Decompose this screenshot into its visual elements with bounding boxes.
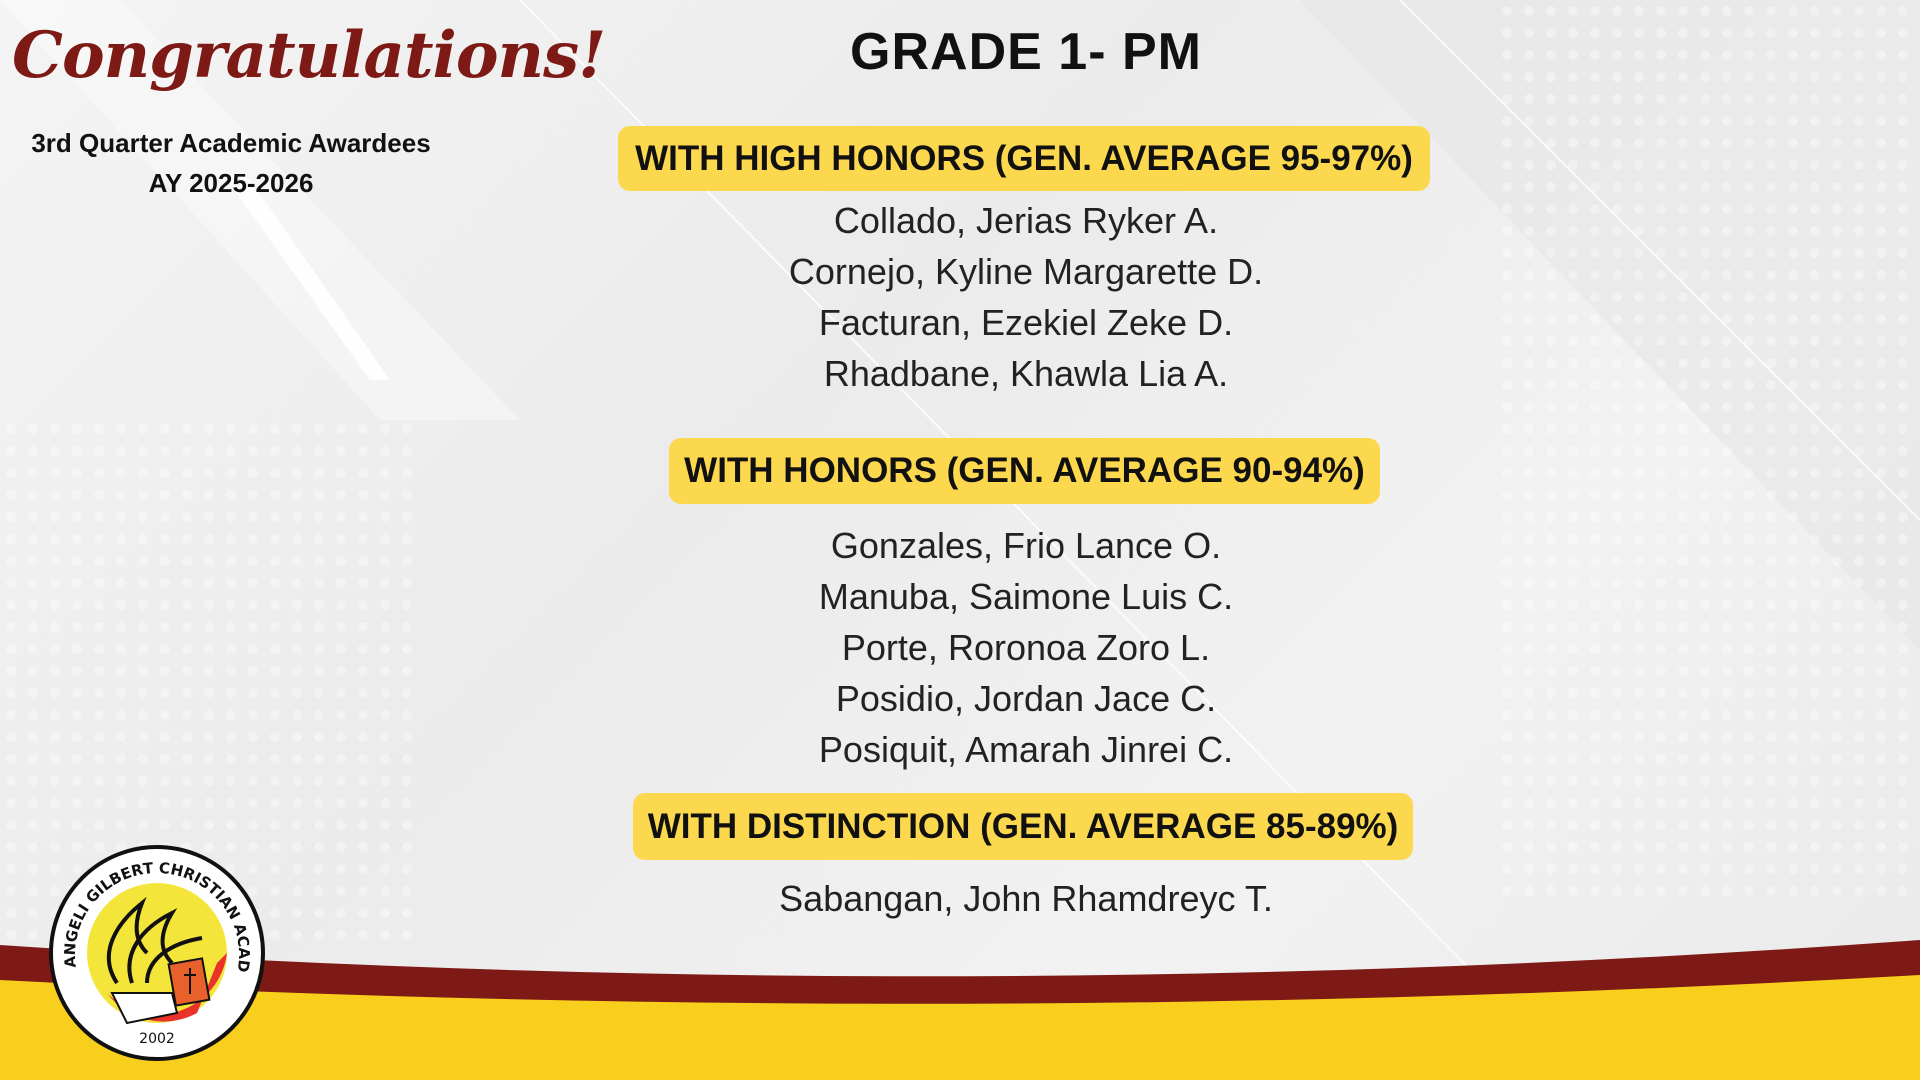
list-item: Collado, Jerias Ryker A. [833, 200, 1219, 241]
list-item: Posiquit, Amarah Jinrei C. [818, 729, 1234, 770]
list-item: Sabangan, John Rhamdreyc T. [779, 878, 1273, 919]
list-item: Posidio, Jordan Jace C. [835, 678, 1217, 719]
section-honors-label: WITH HONORS (GEN. AVERAGE 90-94%) [669, 438, 1380, 504]
list-item: Gonzales, Frio Lance O. [830, 525, 1222, 566]
list-item: Cornejo, Kyline Margarette D. [788, 251, 1264, 292]
list-item: Porte, Roronoa Zoro L. [841, 627, 1211, 668]
list-item: Facturan, Ezekiel Zeke D. [818, 302, 1234, 343]
page-title: GRADE 1- PM [850, 23, 1202, 81]
logo-year: 2002 [139, 1031, 175, 1047]
academic-year: AY 2025-2026 [148, 168, 314, 198]
congratulations-heading: Congratulations! [12, 18, 606, 93]
footer-yellow-band [0, 975, 1920, 1080]
section-distinction-label: WITH DISTINCTION (GEN. AVERAGE 85-89%) [633, 793, 1413, 860]
subtitle: 3rd Quarter Academic Awardees [31, 128, 431, 158]
list-item: Rhadbane, Khawla Lia A. [823, 353, 1229, 394]
school-logo: ANGELI GILBERT CHRISTIAN ACADEMY 2002 [47, 843, 265, 1061]
section-high-honors-label: WITH HIGH HONORS (GEN. AVERAGE 95-97%) [618, 126, 1430, 191]
list-item: Manuba, Saimone Luis C. [818, 576, 1234, 617]
